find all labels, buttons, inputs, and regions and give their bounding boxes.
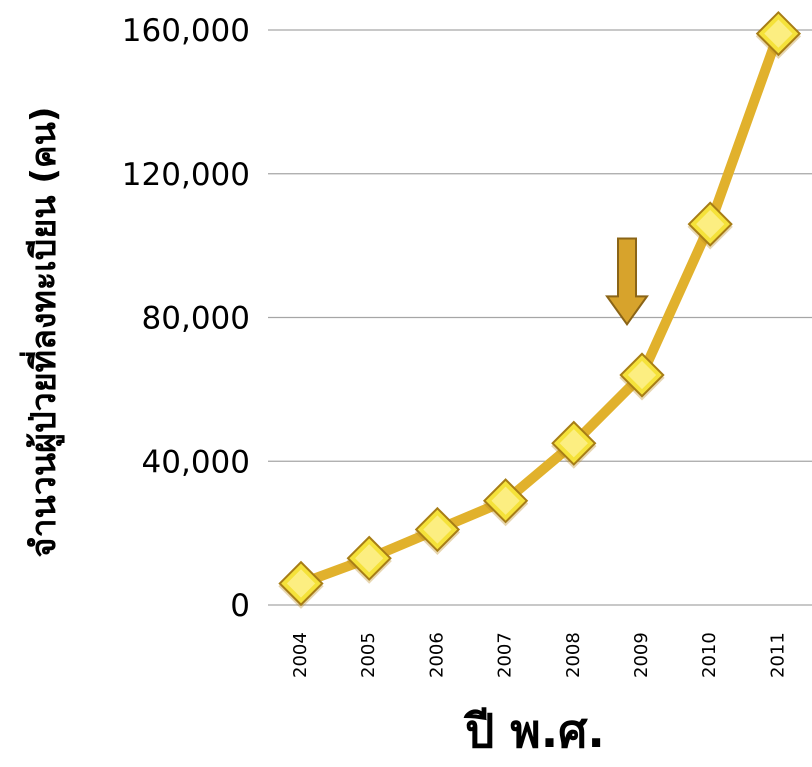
series-line-layer — [296, 28, 784, 589]
y-axis-title: จำนวนผู้ป่วยที่ลงทะเบียน (คน) — [19, 107, 65, 558]
data-point-marker — [278, 560, 324, 609]
x-tick-label: 2009 — [631, 632, 652, 678]
annotation-down-arrow — [605, 237, 649, 327]
data-point-marker — [482, 478, 529, 527]
y-tick-label: 120,000 — [122, 157, 250, 193]
x-tick-label: 2011 — [767, 632, 788, 678]
y-tick-label: 0 — [230, 588, 250, 624]
y-tick-label: 40,000 — [142, 444, 250, 480]
x-tick-label: 2007 — [495, 632, 516, 678]
gridlines — [268, 29, 812, 606]
data-point-marker — [551, 420, 597, 469]
y-tick-label: 160,000 — [122, 13, 250, 49]
data-point-marker — [755, 10, 802, 60]
x-axis-title: ปี พ.ศ. — [463, 704, 605, 758]
x-tick-label: 2004 — [290, 632, 311, 678]
data-point-layer — [278, 10, 802, 609]
series-line — [296, 28, 784, 589]
y-tick-label: 80,000 — [142, 301, 250, 337]
annotation-layer — [605, 237, 649, 327]
x-axis-ticks: 2004 2005 2006 2007 2008 2009 2010 2011 — [290, 632, 788, 678]
x-tick-label: 2005 — [358, 632, 379, 678]
x-tick-label: 2006 — [426, 632, 447, 678]
y-axis-ticks: 0 40,000 80,000 120,000 160,000 — [122, 13, 250, 624]
data-point-marker — [346, 535, 392, 584]
x-tick-label: 2008 — [563, 632, 584, 678]
x-tick-label: 2010 — [699, 632, 720, 678]
data-point-marker — [414, 506, 461, 555]
data-point-marker — [687, 201, 733, 250]
